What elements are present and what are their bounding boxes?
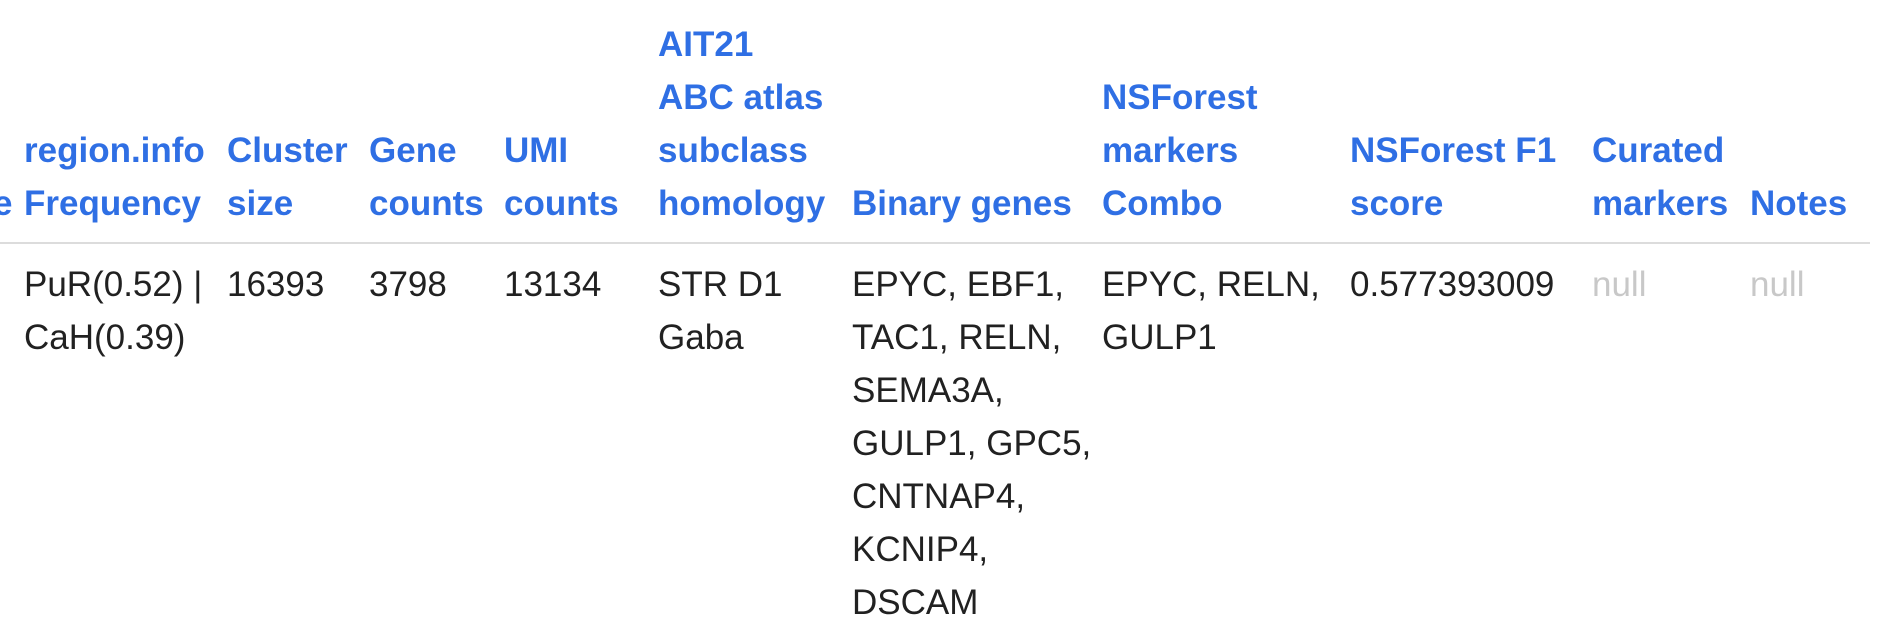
- column-header-label: UMI counts: [504, 131, 619, 223]
- column-header-cluster-size[interactable]: Cluster size: [227, 18, 369, 244]
- column-header-notes[interactable]: Notes: [1750, 18, 1870, 244]
- column-header-label: Gene counts: [369, 131, 484, 223]
- column-header-label: NSForest markers Combo: [1102, 78, 1258, 223]
- cell-umi-counts: 13134: [504, 243, 658, 628]
- column-header-label: region.info Frequency: [24, 131, 205, 223]
- column-header-label: Curated markers: [1592, 131, 1729, 223]
- column-header-label: Notes: [1750, 184, 1848, 223]
- cluster-table: e region.info Frequency Cluster size Gen…: [0, 18, 1870, 628]
- cell-notes: null: [1750, 243, 1870, 628]
- column-header-curated-markers[interactable]: Curated markers: [1592, 18, 1750, 244]
- cell-gene-counts: 3798: [369, 243, 504, 628]
- column-header-nsforest-markers-combo[interactable]: NSForest markers Combo: [1102, 18, 1350, 244]
- cell-binary-genes: EPYC, EBF1, TAC1, RELN, SEMA3A, GULP1, G…: [852, 243, 1102, 628]
- column-header-nsforest-f1-score[interactable]: NSForest F1 score: [1350, 18, 1592, 244]
- cell-cut: [0, 243, 24, 628]
- table-header-row: e region.info Frequency Cluster size Gen…: [0, 18, 1870, 244]
- cell-nsforest-f1-score: 0.577393009: [1350, 243, 1592, 628]
- column-header-gene-counts[interactable]: Gene counts: [369, 18, 504, 244]
- cell-curated-markers: null: [1592, 243, 1750, 628]
- cell-cluster-size: 16393: [227, 243, 369, 628]
- cell-ait21-homology: STR D1 Gaba: [658, 243, 852, 628]
- column-header-label: Cluster size: [227, 131, 348, 223]
- table-row: PuR(0.52) | CaH(0.39) 16393 3798 13134 S…: [0, 243, 1870, 628]
- column-header-label: AIT21 ABC atlas subclass homology: [658, 25, 826, 223]
- cell-nsforest-markers-combo: EPYC, RELN, GULP1: [1102, 243, 1350, 628]
- column-header-label: Binary genes: [852, 184, 1072, 223]
- column-header-label: NSForest F1 score: [1350, 131, 1557, 223]
- column-header-region-info-frequency[interactable]: region.info Frequency: [24, 18, 227, 244]
- column-header-label: e: [0, 184, 13, 223]
- column-header-binary-genes[interactable]: Binary genes: [852, 18, 1102, 244]
- column-header-cut[interactable]: e: [0, 18, 24, 244]
- column-header-ait21-homology[interactable]: AIT21 ABC atlas subclass homology: [658, 18, 852, 244]
- cell-region-info-frequency: PuR(0.52) | CaH(0.39): [24, 243, 227, 628]
- column-header-umi-counts[interactable]: UMI counts: [504, 18, 658, 244]
